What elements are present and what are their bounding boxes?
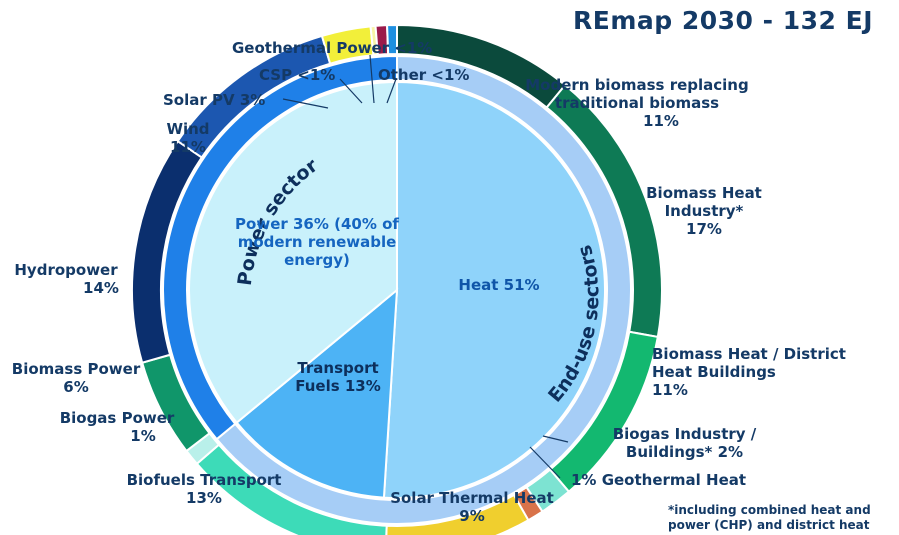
label-geothermal-heat: 1% Geothermal Heat [571, 471, 747, 489]
label-wind: Wind 11% [166, 120, 210, 156]
leader-csp [339, 78, 363, 104]
label-biogas-power: Biogas Power 1% [59, 409, 175, 445]
label-csp: CSP <1% [259, 66, 336, 84]
power-sector-ring [162, 54, 398, 441]
outer-slice [386, 23, 398, 56]
leader-solar-pv [282, 98, 329, 109]
label-modern-biomass: Modern biomass replacing traditional bio… [525, 76, 749, 130]
label-solar-pv: Solar PV 3% [163, 91, 266, 109]
label-inner-power: Power 36% (40% of modern renewable energ… [235, 215, 399, 269]
pie-slice-transport [235, 287, 399, 499]
label-inner-heat: Heat 51% [458, 276, 540, 294]
label-other: Other <1% [378, 66, 470, 84]
pie-slice-power [188, 80, 398, 424]
label-hydropower: Hydropower 14% [14, 261, 119, 297]
leader-other [386, 78, 397, 104]
label-geothermal-power: Geothermal Power <1% [232, 39, 433, 57]
label-solar-thermal-heat: Solar Thermal Heat 9% [390, 489, 554, 525]
label-biomass-heat-industry: Biomass Heat Industry* 17% [646, 184, 762, 238]
leader-geothermal-heat [529, 446, 561, 479]
leader-biogas-industry [542, 435, 569, 443]
label-biofuels-transport: Biofuels Transport 13% [126, 471, 282, 507]
inner-pie [188, 80, 606, 499]
label-biomass-power: Biomass Power 6% [11, 360, 141, 396]
footnote: *including combined heat and power (CHP)… [668, 503, 871, 532]
chart-title: REmap 2030 - 132 EJ [573, 6, 873, 35]
leader-geothermal-power [369, 54, 375, 104]
pie-slice-heat [382, 80, 606, 499]
label-inner-transport: Transport Fuels 13% [295, 359, 381, 395]
leader-lines [282, 54, 569, 479]
label-biomass-heat-buildings: Biomass Heat / District Heat Buildings 1… [652, 345, 846, 399]
sector-ring [162, 54, 632, 525]
outer-ring [131, 23, 663, 535]
label-biogas-industry: Biogas Industry / Buildings* 2% [612, 425, 757, 461]
